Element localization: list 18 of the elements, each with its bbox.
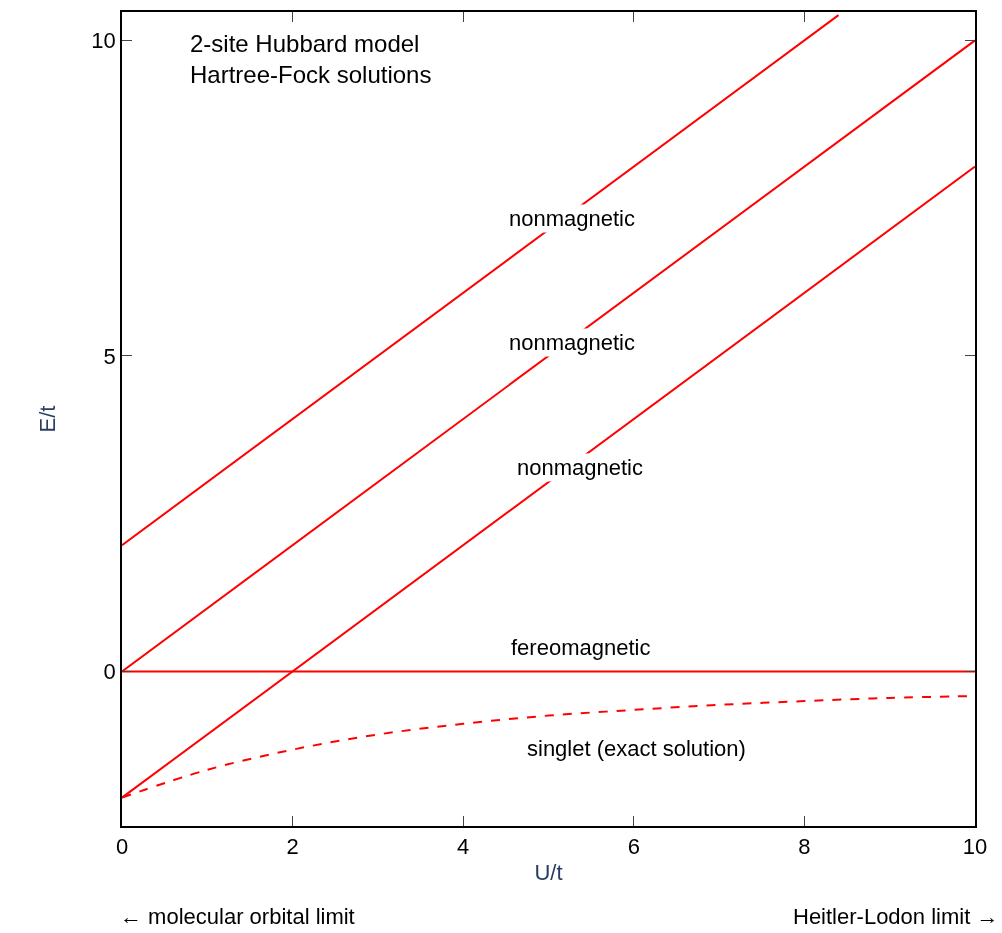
annotation: fereomagnetic [511,635,651,660]
x-tick-label: 8 [798,834,811,860]
y-tick-label: 10 [91,28,116,54]
annotation: nonmagnetic [509,330,635,355]
x-tick-label: 6 [627,834,640,860]
x-tick-label: 2 [286,834,299,860]
y-tick-label: 5 [103,343,116,369]
text: 2-site Hubbard model Hartree-Fock solutions [190,30,432,89]
x-tick-label: 10 [962,834,988,860]
x-axis-title: U/t [534,859,563,885]
y-tick-label: 0 [103,659,116,685]
x-tick-label: 4 [457,834,470,860]
annotation: nonmagnetic [509,206,635,231]
annotation: nonmagnetic [517,455,643,480]
annotation: singlet (exact solution) [527,736,746,761]
text: ← molecular orbital limit [120,904,355,929]
text: Heitler-Lodon limit → [793,904,999,929]
y-axis-title: E/t [34,405,60,433]
